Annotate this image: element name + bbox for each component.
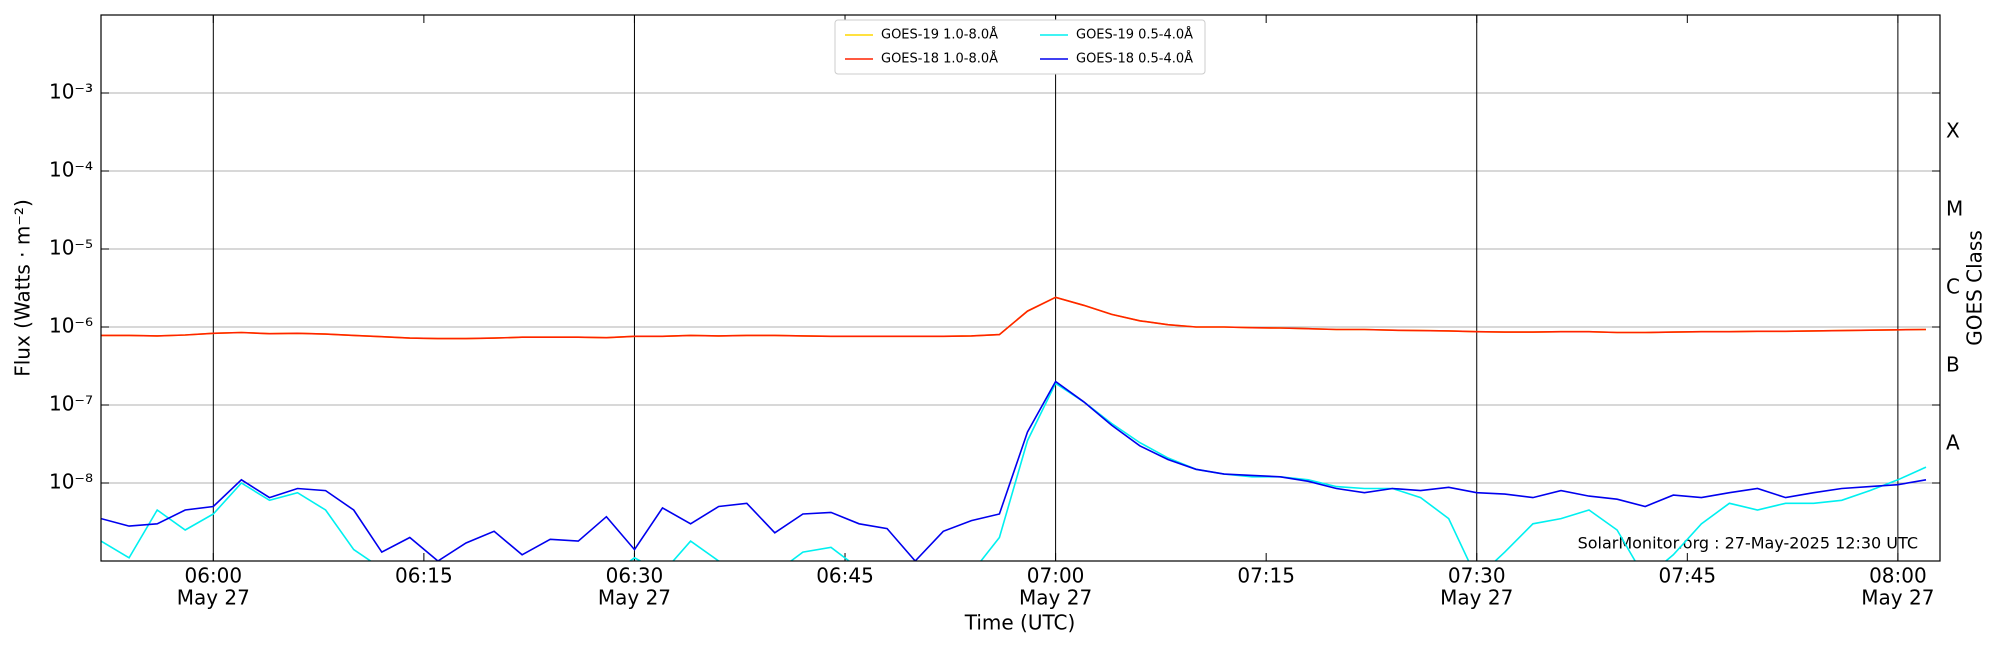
x-tick-label: 07:45: [1658, 564, 1716, 588]
x-tick-label: 06:30: [606, 564, 664, 588]
series-line: [101, 296, 1927, 340]
x-tick-sublabel: May 27: [1440, 586, 1513, 610]
y2-tick-label: B: [1946, 353, 1960, 377]
plot-area: [101, 296, 1927, 561]
y-axis-label: Flux (Watts · m⁻²): [11, 199, 35, 377]
legend: GOES-19 1.0-8.0Å GOES-18 1.0-8.0Å GOES-19 …: [834, 19, 1206, 75]
legend-label: GOES-18 0.5-4.0Å: [1076, 51, 1193, 67]
legend-label: GOES-19 0.5-4.0Å: [1076, 27, 1193, 43]
y-tick-label: 10⁻⁶: [49, 314, 93, 338]
y-tick-label: 10⁻⁵: [49, 236, 93, 260]
plot-frame: [100, 14, 1941, 562]
x-axis-label: Time (UTC): [964, 611, 1076, 635]
x-tick-sublabel: May 27: [1861, 586, 1934, 610]
y-tick-label: 10⁻⁸: [49, 470, 93, 494]
x-tick-sublabel: May 27: [598, 586, 671, 610]
x-tick-label: 06:15: [395, 564, 453, 588]
y2-tick-label: A: [1946, 431, 1960, 455]
y2-tick-label: M: [1946, 197, 1963, 221]
x-tick-label: 08:00: [1869, 564, 1927, 588]
x-tick-sublabel: May 27: [1019, 586, 1092, 610]
x-tick-label: 07:15: [1237, 564, 1295, 588]
legend-label: GOES-18 1.0-8.0Å: [881, 51, 998, 67]
x-tick-sublabel: May 27: [177, 586, 250, 610]
x-tick-label: 06:00: [184, 564, 242, 588]
series-line: [101, 380, 1927, 561]
y-tick-label: 10⁻⁷: [49, 392, 93, 416]
y2-axis-label: GOES Class: [1963, 230, 1987, 346]
annotation: SolarMonitor.org : 27-May-2025 12:30 UTC: [1578, 534, 1918, 553]
x-tick-label: 07:30: [1448, 564, 1506, 588]
y-tick-label: 10⁻³: [49, 80, 93, 104]
y2-tick-label: X: [1946, 119, 1960, 143]
x-tick-label: 07:00: [1027, 564, 1085, 588]
x-tick-label: 06:45: [816, 564, 874, 588]
legend-box: [834, 19, 1206, 75]
y2-tick-label: C: [1946, 275, 1960, 299]
legend-label: GOES-19 1.0-8.0Å: [881, 27, 998, 43]
y-tick-label: 10⁻⁴: [49, 158, 93, 182]
series-line: [101, 382, 1927, 561]
